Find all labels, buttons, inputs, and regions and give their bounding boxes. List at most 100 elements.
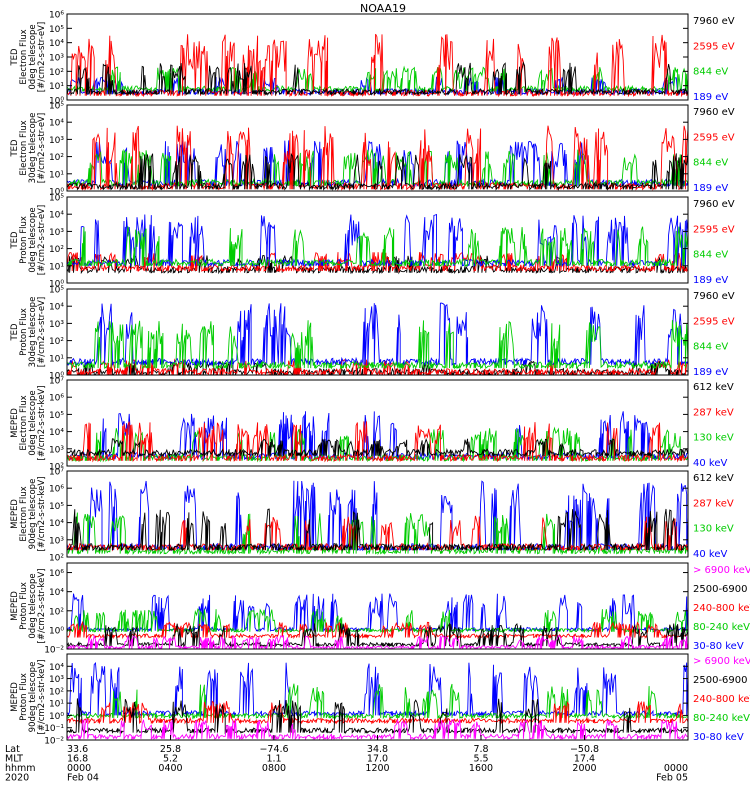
panel-series-group xyxy=(67,411,688,463)
y-tick-label: 10¹ xyxy=(49,262,64,272)
legend-entry: 7960 eV xyxy=(693,291,735,302)
x-row-value: 16.8 xyxy=(67,754,88,765)
x-row-value: 7.8 xyxy=(473,744,488,755)
y-tick-label: 10⁵ xyxy=(49,502,64,512)
x-axis-annotation: Lat 33.6 25.8 −74.6 34.8 7.8 −50.8 MLT 16.8 5.2 1.… xyxy=(5,735,689,784)
legend-entry: 80-240 keV xyxy=(693,622,750,633)
y-tick-label: 10⁻² xyxy=(44,737,64,747)
legend-entry: 130 keV xyxy=(693,524,734,535)
panel-ylabel: MEPEDElectron Flux90deg telescope[#/cm2-… xyxy=(10,477,47,552)
y-tick-label: 10² xyxy=(49,607,64,617)
y-tick-label: 10⁶ xyxy=(49,11,64,21)
x-row-value: 25.8 xyxy=(160,744,181,755)
y-tick-label: 10³ xyxy=(49,136,64,146)
y-tick-label: 10⁵ xyxy=(49,194,64,204)
legend-entry: 844 eV xyxy=(693,158,728,169)
chart-title: NOAA19 xyxy=(360,2,406,15)
x-row-value: 1.1 xyxy=(266,754,281,765)
x-row-label: 2020 xyxy=(5,773,29,784)
y-tick-label: 10⁴ xyxy=(49,211,64,221)
y-tick-label: 10³ xyxy=(49,54,64,64)
y-tick-label: 10⁶ xyxy=(49,569,64,579)
y-tick-label: 10⁴ xyxy=(49,428,64,438)
series-line-240-800-kev xyxy=(67,700,688,725)
x-row-value: 5.5 xyxy=(473,754,488,765)
y-tick-label: 10⁵ xyxy=(49,25,64,35)
series-line-2595-ev xyxy=(67,125,688,191)
panel-ylabel: TEDProton Flux30deg telescope[#/cm2-s-st… xyxy=(10,297,47,368)
panel-ylabel: TEDElectron Flux0deg telescope[#/cm2-s-s… xyxy=(10,22,47,92)
x-row-label: MLT xyxy=(5,754,23,765)
x-row-value: 0400 xyxy=(158,763,182,774)
legend-entry: 7960 eV xyxy=(693,199,735,210)
legend-entry: 40 keV xyxy=(693,458,727,469)
legend-entry: 844 eV xyxy=(693,67,728,78)
y-tick-label: 10⁴ xyxy=(49,303,64,313)
y-tick-label: 10⁴ xyxy=(49,588,64,598)
y-tick-label: 10⁰ xyxy=(49,280,64,290)
legend-entry: 240-800 keV xyxy=(693,603,750,614)
y-tick-label: 10⁷ xyxy=(49,377,64,387)
y-tick-label: 10¹ xyxy=(49,700,64,710)
y-tick-label: 10¹ xyxy=(49,170,64,180)
y-tick-label: 10² xyxy=(49,153,64,163)
legend-entry: 287 keV xyxy=(693,498,734,509)
x-row-value: 17.4 xyxy=(574,754,595,765)
y-tick-label: 10² xyxy=(49,554,64,564)
panel-series-group xyxy=(67,662,688,740)
y-tick-label: 10³ xyxy=(49,228,64,238)
panel-ylabel: TEDElectron Flux30deg telescope[#/cm2-s-… xyxy=(10,113,47,184)
x-row-label: hhmm xyxy=(5,763,36,774)
series-line-30-80-kev xyxy=(67,662,688,718)
series-line-287-kev xyxy=(67,421,688,463)
x-row-value: Feb 04 xyxy=(67,773,99,784)
y-tick-label: 10⁰ xyxy=(49,712,64,722)
panel-series-group xyxy=(67,213,688,275)
series-line-40-kev xyxy=(67,411,688,461)
legend-entry: 30-80 keV xyxy=(693,732,744,743)
y-tick-label: 10² xyxy=(49,463,64,473)
legend-entry: 2595 eV xyxy=(693,316,735,327)
legend-entry: 30-80 keV xyxy=(693,641,744,652)
y-tick-label: 10⁶ xyxy=(49,485,64,495)
y-tick-label: 10¹ xyxy=(49,354,64,364)
panel-series-group xyxy=(67,302,688,375)
y-tick-label: 10⁻¹ xyxy=(44,724,64,734)
legend-entry: > 6900 keV xyxy=(693,656,750,667)
legend-entry: 80-240 keV xyxy=(693,713,750,724)
y-tick-label: 10² xyxy=(49,68,64,78)
series-line-130-kev xyxy=(67,512,688,556)
legend-entry: 40 keV xyxy=(693,549,727,560)
x-row-value: 34.8 xyxy=(367,744,388,755)
x-row-value: Feb 05 xyxy=(656,773,688,784)
series-line-7960-ev xyxy=(67,61,688,97)
y-tick-label: 10³ xyxy=(49,675,64,685)
series-line-240-800-kev xyxy=(67,620,688,640)
legend-entry: 287 keV xyxy=(693,407,734,418)
legend-entry: > 6900 keV xyxy=(693,565,750,576)
legend-entry: 2595 eV xyxy=(693,224,735,235)
series-line-844-ev xyxy=(67,320,688,370)
series-line--6900-kev xyxy=(67,634,688,649)
y-tick-label: 10⁰ xyxy=(49,188,64,198)
panel-series-group xyxy=(67,33,688,98)
series-line-30-80-kev xyxy=(67,593,688,633)
panel-ylabel: MEPEDProton Flux90deg telescope[#/cm2-s-… xyxy=(10,660,47,735)
legend-entry: 240-800 keV xyxy=(693,694,750,705)
y-tick-label: 10⁶ xyxy=(49,394,64,404)
panel-ylabel: TEDProton Flux0deg telescope[#/cm2-s-str… xyxy=(10,205,47,275)
y-tick-label: 10¹ xyxy=(49,82,64,92)
x-row-value: 0000 xyxy=(67,763,91,774)
legend-entry: 189 eV xyxy=(693,367,728,378)
panel-frame xyxy=(66,562,689,650)
x-row-value: 0800 xyxy=(262,763,286,774)
legend-entry: 2595 eV xyxy=(693,132,735,143)
y-tick-label: 10⁴ xyxy=(49,519,64,529)
